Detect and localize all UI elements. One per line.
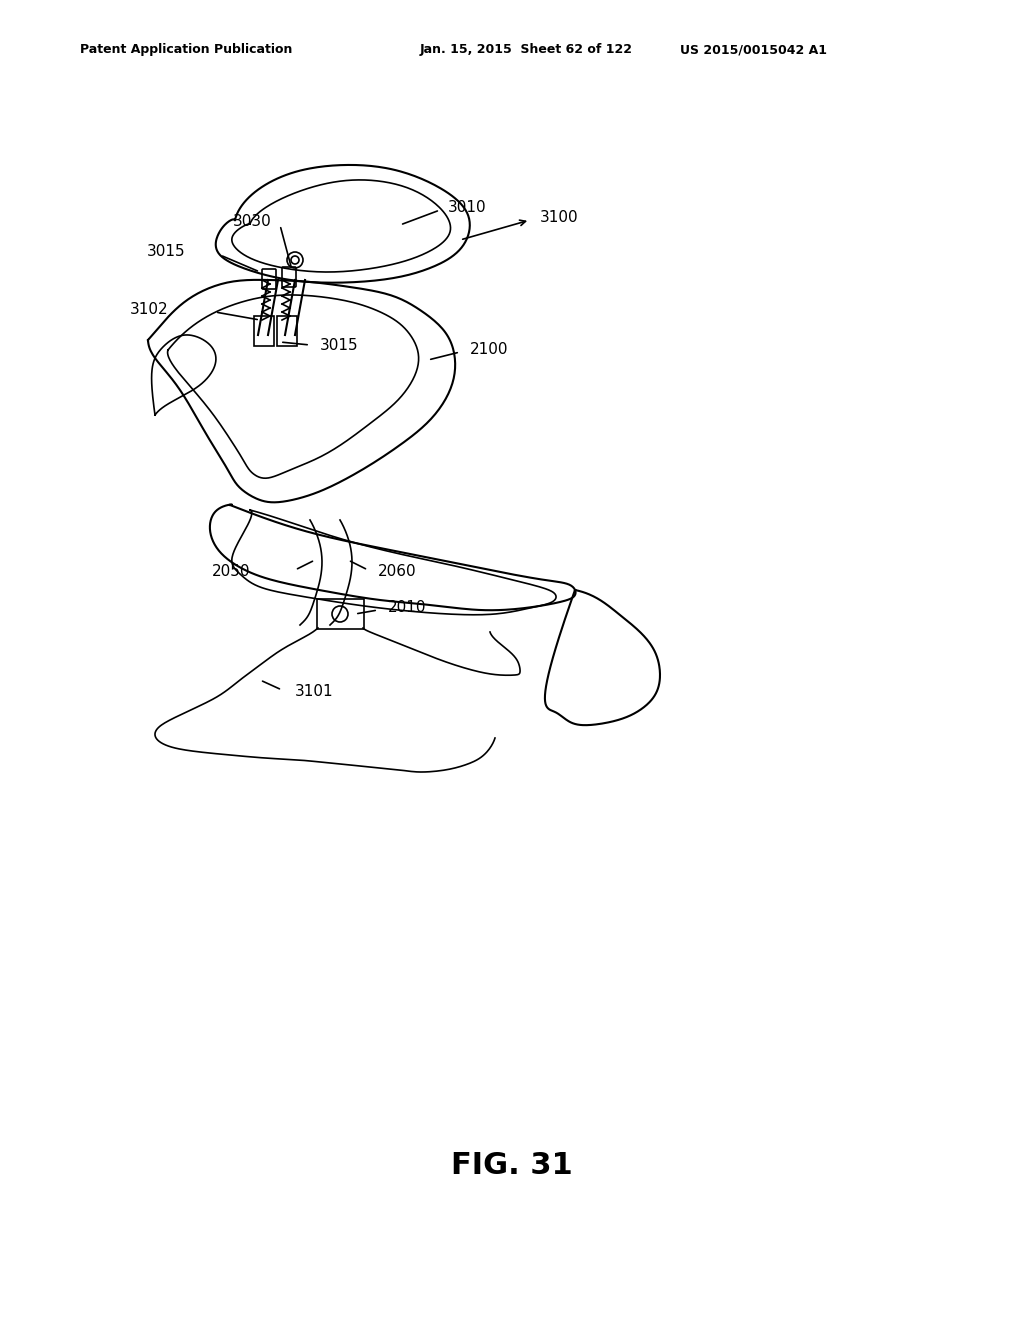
Text: 2050: 2050 <box>212 565 250 579</box>
Text: 3102: 3102 <box>129 302 168 318</box>
Text: 3015: 3015 <box>146 244 185 260</box>
Text: Jan. 15, 2015  Sheet 62 of 122: Jan. 15, 2015 Sheet 62 of 122 <box>420 44 633 57</box>
Text: 3015: 3015 <box>319 338 358 352</box>
Text: 2010: 2010 <box>388 601 427 615</box>
Text: US 2015/0015042 A1: US 2015/0015042 A1 <box>680 44 827 57</box>
Text: 3010: 3010 <box>449 201 486 215</box>
Text: 2100: 2100 <box>470 342 509 358</box>
Text: Patent Application Publication: Patent Application Publication <box>80 44 293 57</box>
Text: FIG. 31: FIG. 31 <box>452 1151 572 1180</box>
Text: 3030: 3030 <box>233 214 272 230</box>
Text: 3101: 3101 <box>295 685 334 700</box>
Text: 2060: 2060 <box>378 565 417 579</box>
Text: 3100: 3100 <box>540 210 579 226</box>
